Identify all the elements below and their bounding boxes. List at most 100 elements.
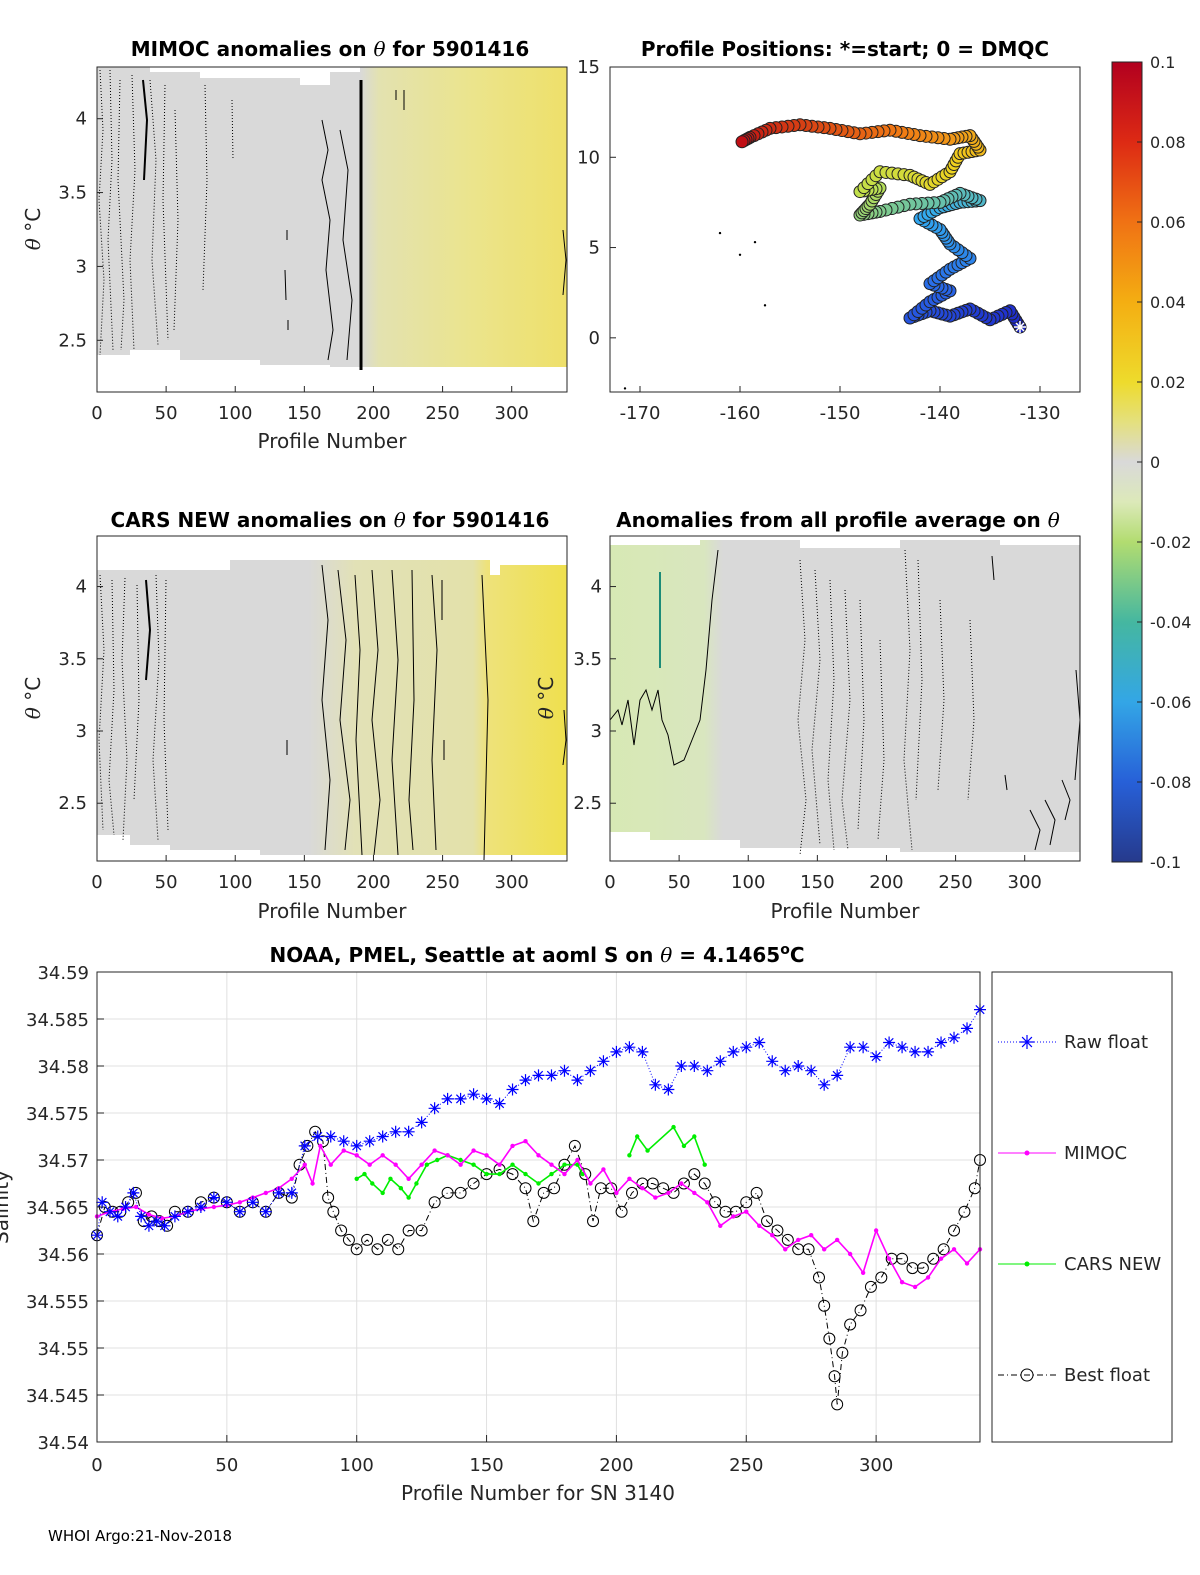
raw-data-point [272, 1186, 285, 1199]
mimoc-legend-marker [1024, 1150, 1030, 1156]
x-tick-label: 50 [668, 872, 691, 893]
cars-data-point [510, 1162, 515, 1167]
best-series-line [96, 1130, 981, 1405]
colorbar-tick-label: 0 [1150, 453, 1160, 472]
start-star-marker [1014, 321, 1026, 333]
best-data-point [402, 1224, 415, 1237]
mimoc-data-point [146, 1212, 152, 1217]
raw-data-point [701, 1064, 714, 1077]
mimoc-data-point [211, 1204, 217, 1210]
cars-data-point [645, 1148, 650, 1153]
bathymetry-dot [763, 304, 767, 307]
mimoc-data-point [310, 1181, 315, 1186]
y-tick-label: 10 [577, 147, 600, 168]
raw-legend-marker [1020, 1035, 1034, 1049]
raw-data-point [623, 1041, 636, 1054]
y-tick-label: 3 [76, 721, 87, 742]
mimoc-data-point [938, 1256, 944, 1261]
y-tick-label: 3 [591, 721, 602, 742]
mimoc-data-point [471, 1148, 476, 1153]
raw-data-point [337, 1135, 350, 1148]
best-data-point [750, 1186, 763, 1199]
raw-data-point [467, 1088, 480, 1101]
salinity-ylabel: Salinity [0, 1170, 13, 1244]
best-data-point [854, 1304, 867, 1317]
raw-data-point [298, 1139, 311, 1152]
mimoc-data-point [886, 1256, 892, 1261]
mimoc-data-point [964, 1261, 970, 1266]
raw-data-point [844, 1041, 857, 1054]
colorbar-tick-label: -0.02 [1150, 533, 1191, 552]
raw-data-point [441, 1092, 454, 1105]
best-data-point [615, 1205, 628, 1218]
x-tick-label: 200 [599, 1455, 633, 1476]
cars-heatmap [97, 536, 567, 861]
colorbar-tick-label: -0.08 [1150, 773, 1191, 792]
x-tick-label: 0 [91, 403, 102, 424]
cars-data-point [471, 1162, 476, 1167]
best-data-point [688, 1168, 701, 1181]
mimoc-data-point [925, 1275, 931, 1280]
cars-data-point [370, 1181, 375, 1186]
best-data-point [719, 1205, 732, 1218]
y-tick-label: 34.565 [26, 1198, 89, 1219]
raw-data-point [688, 1060, 701, 1072]
mimoc-data-point [536, 1153, 541, 1158]
mimoc-bottom-gap [97, 350, 567, 392]
cars-data-point [458, 1157, 463, 1163]
y-tick-label: 4 [76, 577, 87, 598]
colorbar-tick-label: 0.02 [1150, 373, 1186, 392]
mimoc-data-point [601, 1167, 606, 1172]
best-data-point [441, 1186, 454, 1199]
profile-position-marker [735, 135, 749, 149]
mimoc-data-point [860, 1270, 866, 1276]
mimoc-data-point [666, 1190, 671, 1196]
panel-mimoc-anomalies: MIMOC anomalies on θ for 5901416 0 50 100 1… [21, 37, 568, 453]
best-data-point [537, 1186, 550, 1199]
mimoc-data-point [692, 1190, 697, 1196]
mimoc-contours [98, 69, 567, 370]
bathymetry-dot [753, 240, 757, 244]
cars-data-point [406, 1195, 411, 1200]
y-tick-label: 5 [589, 238, 600, 259]
allavg-axes-box [609, 535, 1081, 862]
cars-data-point [354, 1176, 359, 1182]
x-tick-label: 200 [356, 872, 390, 893]
raw-data-point [597, 1055, 610, 1068]
cars-data-point [414, 1181, 419, 1186]
x-tick-label: 250 [938, 872, 972, 893]
y-tick-label: 34.585 [26, 1010, 89, 1031]
raw-data-point [662, 1083, 675, 1096]
mimoc-data-point [899, 1280, 905, 1285]
raw-data-point [740, 1041, 753, 1054]
y-tick-label: 4 [591, 577, 602, 598]
x-tick-label: 150 [287, 872, 321, 893]
x-tick-label: 100 [218, 403, 252, 424]
colorbar-tick-label: 0.04 [1150, 293, 1186, 312]
raw-data-point [119, 1201, 132, 1213]
y-tick-label: 34.56 [37, 1245, 89, 1266]
allavg-title: Anomalies from all profile average on θ [616, 508, 1060, 532]
best-data-point [698, 1177, 711, 1190]
raw-data-point [376, 1130, 389, 1143]
raw-data-point [935, 1036, 948, 1049]
raw-data-point [753, 1036, 766, 1049]
best-data-point [927, 1252, 940, 1265]
y-tick-label: 3.5 [58, 649, 87, 670]
panel-profile-positions: Profile Positions: *=start; 0 = DMQC -17… [577, 37, 1081, 424]
x-tick-label: 150 [287, 403, 321, 424]
raw-data-point [96, 1196, 109, 1209]
colorbar-tick-label: -0.04 [1150, 613, 1191, 632]
cars-data-point [380, 1190, 385, 1196]
mimoc-data-point [302, 1162, 307, 1167]
bathymetry-dot [623, 387, 627, 390]
colorbar-tick-label: -0.06 [1150, 693, 1191, 712]
mimoc-data-point [821, 1247, 827, 1252]
raw-data-point [135, 1210, 148, 1223]
x-tick-label: 50 [155, 872, 178, 893]
best-data-point [948, 1224, 961, 1237]
best-data-point [415, 1224, 428, 1237]
raw-data-point [519, 1074, 532, 1087]
best-data-point [519, 1182, 532, 1195]
